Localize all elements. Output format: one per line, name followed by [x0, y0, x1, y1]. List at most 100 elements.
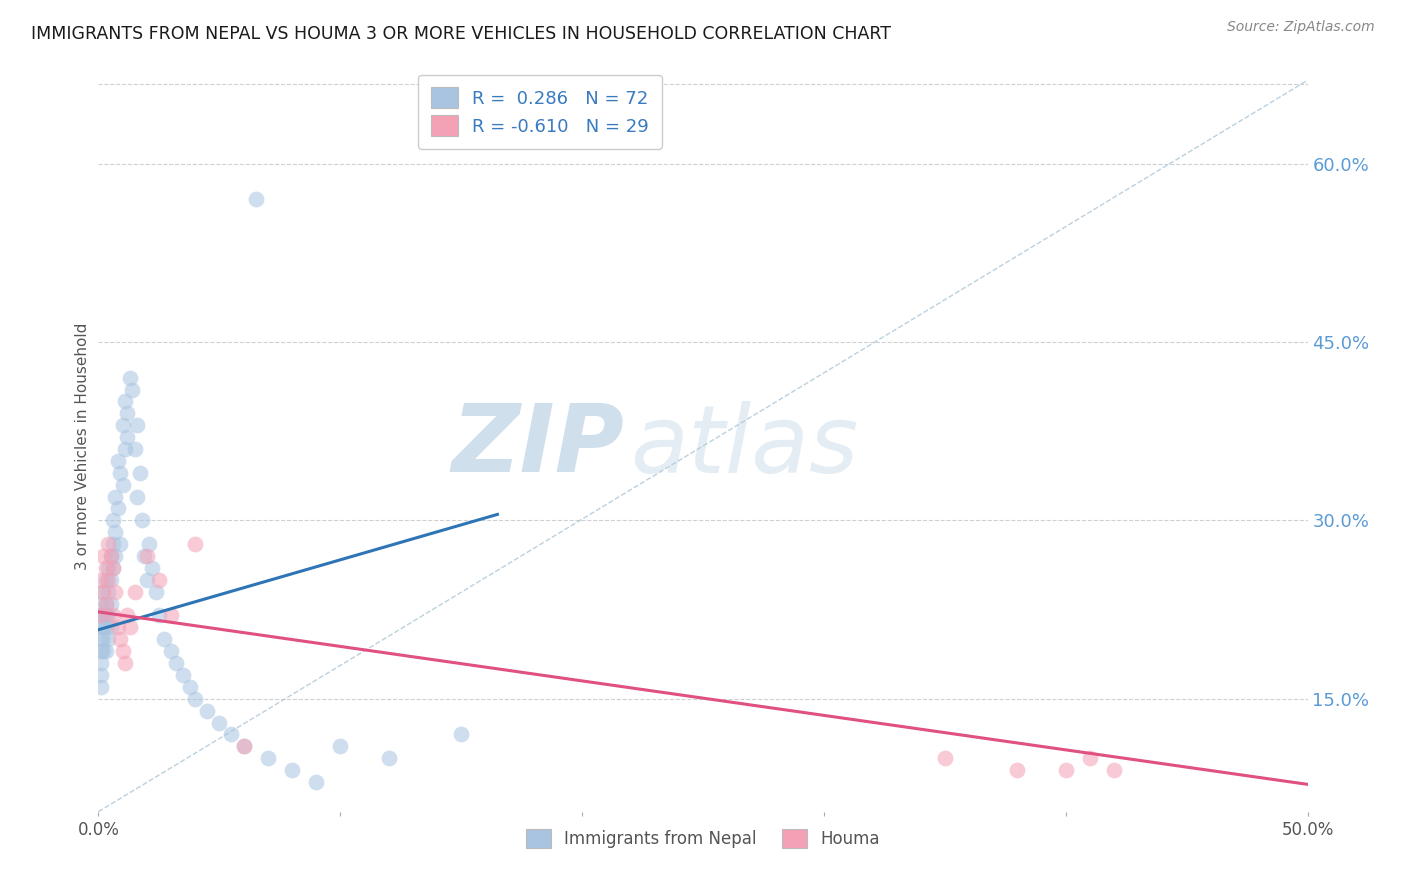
- Point: [160, 608, 183, 623]
- Point: [160, 644, 183, 658]
- Point: [104, 584, 127, 599]
- Point: [117, 430, 139, 444]
- Point: [90, 644, 112, 658]
- Point: [135, 573, 157, 587]
- Point: [121, 383, 143, 397]
- Point: [135, 549, 157, 563]
- Point: [148, 608, 170, 623]
- Point: [221, 727, 243, 741]
- Point: [90, 573, 112, 587]
- Point: [107, 454, 129, 468]
- Point: [148, 573, 170, 587]
- Point: [104, 490, 127, 504]
- Point: [97, 584, 120, 599]
- Point: [100, 620, 122, 634]
- Point: [104, 549, 127, 563]
- Point: [152, 632, 174, 647]
- Point: [94, 644, 117, 658]
- Point: [1078, 751, 1101, 765]
- Text: Source: ZipAtlas.com: Source: ZipAtlas.com: [1227, 20, 1375, 34]
- Legend: Immigrants from Nepal, Houma: Immigrants from Nepal, Houma: [519, 822, 887, 855]
- Point: [184, 537, 207, 551]
- Point: [232, 739, 254, 754]
- Text: ZIP: ZIP: [451, 400, 624, 492]
- Point: [172, 668, 194, 682]
- Point: [97, 632, 120, 647]
- Point: [329, 739, 352, 754]
- Point: [450, 727, 472, 741]
- Point: [1102, 763, 1125, 777]
- Point: [94, 608, 117, 623]
- Point: [256, 751, 278, 765]
- Point: [131, 513, 153, 527]
- Point: [100, 573, 122, 587]
- Point: [195, 704, 218, 718]
- Point: [114, 442, 136, 456]
- Point: [90, 656, 112, 670]
- Point: [111, 418, 134, 433]
- Point: [91, 644, 114, 658]
- Point: [101, 537, 124, 551]
- Y-axis label: 3 or more Vehicles in Household: 3 or more Vehicles in Household: [75, 322, 90, 570]
- Point: [101, 513, 124, 527]
- Point: [117, 608, 139, 623]
- Point: [111, 644, 134, 658]
- Point: [107, 620, 129, 634]
- Text: atlas: atlas: [630, 401, 859, 491]
- Point: [124, 584, 146, 599]
- Point: [94, 620, 117, 634]
- Point: [91, 620, 114, 634]
- Point: [101, 561, 124, 575]
- Point: [108, 537, 131, 551]
- Point: [97, 537, 120, 551]
- Point: [117, 406, 139, 420]
- Point: [138, 537, 160, 551]
- Point: [101, 561, 124, 575]
- Point: [1054, 763, 1077, 777]
- Point: [91, 549, 114, 563]
- Point: [97, 608, 120, 623]
- Point: [108, 632, 131, 647]
- Point: [100, 549, 122, 563]
- Point: [165, 656, 187, 670]
- Point: [91, 584, 114, 599]
- Point: [128, 466, 150, 480]
- Point: [104, 525, 127, 540]
- Point: [245, 192, 267, 206]
- Point: [100, 549, 122, 563]
- Point: [108, 466, 131, 480]
- Point: [124, 442, 146, 456]
- Point: [91, 632, 114, 647]
- Point: [114, 394, 136, 409]
- Point: [127, 418, 149, 433]
- Point: [377, 751, 399, 765]
- Point: [184, 691, 207, 706]
- Point: [208, 715, 231, 730]
- Point: [101, 608, 124, 623]
- Point: [90, 620, 112, 634]
- Point: [114, 656, 136, 670]
- Point: [90, 632, 112, 647]
- Point: [107, 501, 129, 516]
- Point: [141, 561, 163, 575]
- Point: [179, 680, 201, 694]
- Point: [90, 597, 112, 611]
- Point: [1007, 763, 1029, 777]
- Point: [232, 739, 254, 754]
- Point: [94, 561, 117, 575]
- Point: [97, 573, 120, 587]
- Point: [91, 584, 114, 599]
- Point: [134, 549, 156, 563]
- Point: [97, 561, 120, 575]
- Point: [934, 751, 956, 765]
- Point: [90, 668, 112, 682]
- Point: [127, 490, 149, 504]
- Point: [305, 775, 328, 789]
- Point: [90, 680, 112, 694]
- Text: IMMIGRANTS FROM NEPAL VS HOUMA 3 OR MORE VEHICLES IN HOUSEHOLD CORRELATION CHART: IMMIGRANTS FROM NEPAL VS HOUMA 3 OR MORE…: [31, 25, 891, 43]
- Point: [94, 597, 117, 611]
- Point: [91, 608, 114, 623]
- Point: [90, 608, 112, 623]
- Point: [281, 763, 304, 777]
- Point: [145, 584, 167, 599]
